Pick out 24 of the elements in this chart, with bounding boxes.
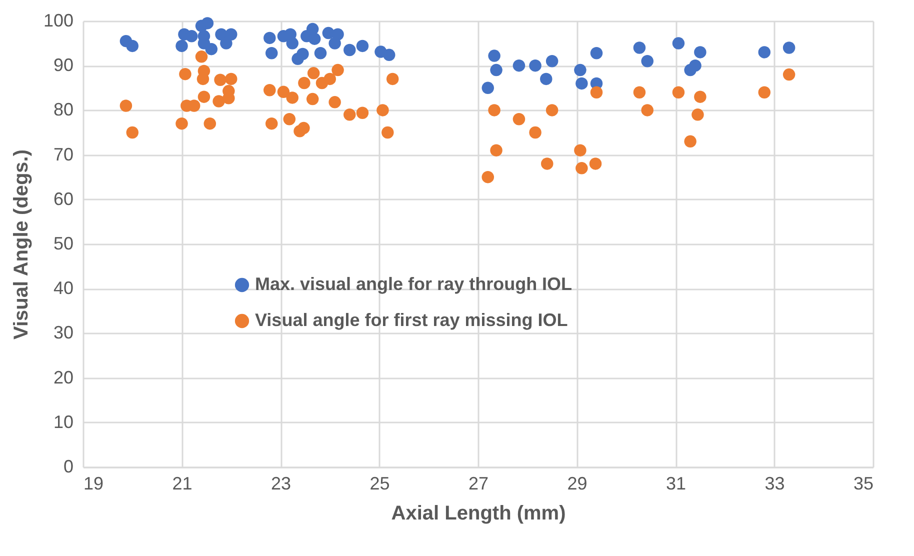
x-tick-label: 33 bbox=[764, 474, 785, 494]
y-axis-title: Visual Angle (degs.) bbox=[10, 149, 32, 340]
y-tick-label: 20 bbox=[53, 367, 74, 388]
y-tick-label: 40 bbox=[53, 278, 74, 298]
x-tick-label: 25 bbox=[370, 474, 390, 494]
y-tick-label: 80 bbox=[53, 100, 74, 120]
x-axis-title: Axial Length (mm) bbox=[391, 502, 566, 524]
x-tick-label: 23 bbox=[270, 474, 292, 494]
y-tick-label: 90 bbox=[53, 55, 74, 76]
y-tick-label: 30 bbox=[53, 322, 74, 343]
x-tick-label: 29 bbox=[567, 474, 588, 494]
x-tick-label: 21 bbox=[172, 474, 192, 494]
y-tick-label: 100 bbox=[43, 10, 74, 30]
y-tick-label: 60 bbox=[53, 188, 74, 209]
legend-label: Visual angle for first ray missing IOL bbox=[255, 310, 568, 330]
legend-label: Max. visual angle for ray through IOL bbox=[255, 274, 572, 294]
y-tick-label: 10 bbox=[53, 412, 74, 432]
y-tick-label: 50 bbox=[53, 234, 74, 254]
y-tick-label: 0 bbox=[63, 456, 74, 476]
x-tick-label: 31 bbox=[666, 474, 686, 494]
y-tick-label: 70 bbox=[53, 144, 74, 164]
x-tick-label: 27 bbox=[468, 474, 489, 494]
x-tick-label: 35 bbox=[853, 474, 874, 494]
x-tick-label: 19 bbox=[84, 474, 104, 494]
